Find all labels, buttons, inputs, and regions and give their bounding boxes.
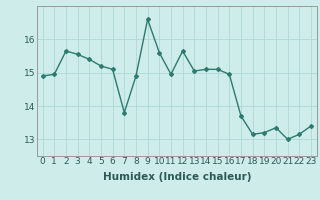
- X-axis label: Humidex (Indice chaleur): Humidex (Indice chaleur): [102, 172, 251, 182]
